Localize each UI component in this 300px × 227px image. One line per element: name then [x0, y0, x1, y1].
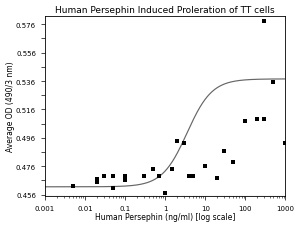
- Point: [102, 175, 107, 178]
- Point: [262, 20, 267, 24]
- Point: [142, 175, 147, 178]
- Point: [71, 185, 76, 188]
- Point: [123, 179, 128, 183]
- Point: [271, 81, 276, 85]
- Point: [151, 168, 156, 171]
- X-axis label: Human Persephin (ng/ml) [log scale]: Human Persephin (ng/ml) [log scale]: [95, 212, 236, 222]
- Point: [187, 175, 192, 178]
- Point: [255, 118, 260, 122]
- Point: [111, 175, 116, 178]
- Point: [222, 149, 227, 153]
- Point: [111, 186, 116, 190]
- Point: [157, 175, 161, 178]
- Point: [262, 118, 267, 122]
- Point: [163, 192, 168, 195]
- Point: [243, 119, 248, 123]
- Point: [283, 142, 288, 146]
- Point: [170, 168, 175, 171]
- Point: [175, 139, 180, 143]
- Y-axis label: Average OD (490/3 nm): Average OD (490/3 nm): [6, 61, 15, 151]
- Point: [203, 165, 208, 168]
- Point: [123, 175, 128, 178]
- Point: [95, 180, 100, 184]
- Point: [215, 176, 220, 180]
- Title: Human Persephin Induced Proleration of TT cells: Human Persephin Induced Proleration of T…: [56, 5, 275, 15]
- Point: [182, 142, 187, 146]
- Point: [191, 204, 196, 208]
- Point: [95, 177, 100, 181]
- Point: [231, 160, 236, 164]
- Point: [191, 175, 196, 178]
